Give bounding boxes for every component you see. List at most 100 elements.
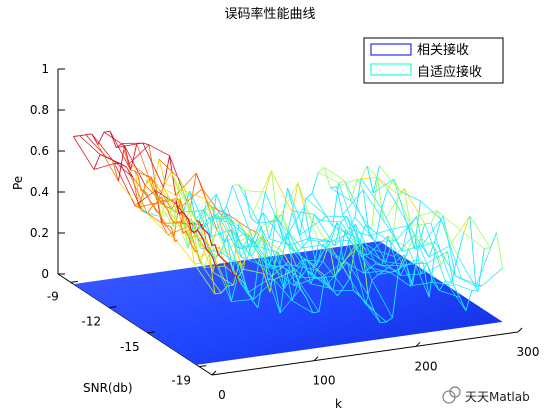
series-adaptive-segment — [318, 171, 339, 184]
series-adaptive-segment — [357, 249, 365, 274]
legend: 相关接收 自适应接收 — [363, 37, 504, 84]
series-adaptive-segment — [316, 269, 338, 296]
series-adaptive-segment — [380, 321, 387, 324]
series-adaptive-segment — [371, 229, 393, 243]
series-adaptive-segment — [295, 259, 303, 267]
series-adaptive-segment — [257, 273, 265, 308]
ticks-layer: 0 100 200 300 -19 -15 -12 -9 0 0.2 0.4 0.6 0.8 1 — [30, 62, 540, 402]
mesh-layer — [73, 130, 504, 324]
z-tick-label: 1 — [41, 62, 49, 76]
series-adaptive-segment — [218, 246, 240, 264]
series-adaptive-segment — [303, 206, 311, 238]
series-adaptive-segment — [377, 177, 399, 196]
series-adaptive-segment — [360, 165, 368, 179]
y-axis-line — [57, 273, 213, 376]
series-adaptive-segment — [434, 247, 442, 265]
series-adaptive-segment — [383, 188, 405, 222]
series-adaptive-segment — [193, 221, 215, 259]
series-adaptive-segment — [357, 176, 378, 180]
series-adaptive-segment — [293, 276, 301, 287]
series-adaptive-segment — [407, 224, 430, 258]
series-adaptive-segment — [114, 163, 136, 206]
series-adaptive-segment — [269, 216, 277, 267]
y-tick — [109, 306, 117, 309]
series-adaptive-segment — [283, 264, 291, 290]
series-adaptive-segment — [328, 241, 336, 247]
x-tick-label: 0 — [218, 388, 226, 402]
series-adaptive-segment — [277, 252, 299, 282]
series-adaptive-segment — [148, 144, 170, 157]
series-adaptive-segment — [434, 241, 456, 276]
series-adaptive-segment — [310, 237, 331, 243]
series-adaptive-segment — [238, 184, 246, 191]
series-adaptive-segment — [173, 236, 195, 265]
series-adaptive-segment — [386, 317, 393, 323]
series-adaptive-segment — [214, 243, 236, 259]
series-adaptive-segment — [313, 214, 336, 246]
series-adaptive-segment — [111, 159, 119, 182]
y-tick-label: -9 — [47, 289, 59, 303]
series-adaptive-segment — [238, 184, 260, 224]
series-adaptive-segment — [342, 240, 350, 261]
series-adaptive-segment — [316, 261, 324, 271]
z-tick-label: 0.8 — [30, 103, 49, 117]
series-adaptive-segment — [293, 278, 315, 287]
series-adaptive-segment — [477, 248, 485, 292]
series-adaptive-segment — [226, 236, 248, 294]
series-adaptive-segment — [428, 245, 450, 258]
series-adaptive-segment — [295, 252, 317, 267]
series-adaptive-segment — [322, 244, 344, 261]
series-adaptive-segment — [301, 244, 323, 249]
series-adaptive-segment — [352, 235, 360, 245]
series-adaptive-segment — [320, 215, 327, 221]
series-adaptive-segment — [400, 273, 421, 276]
series-adaptive-segment — [185, 191, 207, 200]
series-adaptive-segment — [387, 178, 395, 190]
series-adaptive-segment — [163, 187, 185, 224]
series-adaptive-segment — [138, 201, 160, 208]
series-adaptive-segment — [250, 217, 258, 224]
series-adaptive-peak — [154, 185, 199, 252]
series-adaptive-segment — [342, 189, 364, 215]
series-adaptive-segment — [248, 235, 270, 268]
series-adaptive-segment — [208, 252, 216, 295]
series-adaptive-segment — [315, 244, 323, 267]
series-adaptive-segment — [422, 215, 444, 245]
series-adaptive-segment — [220, 285, 228, 294]
series-adaptive-segment — [146, 213, 169, 235]
series-adaptive-segment — [232, 262, 240, 286]
series-adaptive-segment — [346, 262, 354, 291]
series-adaptive-segment — [267, 266, 274, 270]
series-adaptive-segment — [79, 135, 101, 155]
series-adaptive-segment — [146, 179, 154, 191]
series-adaptive-segment — [289, 264, 311, 285]
series-adaptive-segment — [201, 208, 223, 230]
series-adaptive-segment — [224, 266, 232, 302]
series-adaptive-segment — [330, 187, 352, 201]
series-adaptive-segment — [165, 183, 186, 192]
series-adaptive-segment — [451, 282, 473, 291]
series-adaptive-segment — [179, 199, 201, 264]
series-adaptive-segment — [399, 191, 421, 202]
series-adaptive-segment — [365, 224, 387, 262]
legend-entry-coherent: 相关接收 — [417, 42, 469, 58]
series-adaptive-segment — [299, 269, 307, 278]
series-adaptive-segment — [371, 279, 393, 318]
series-adaptive-segment — [177, 187, 199, 224]
series-adaptive-segment — [375, 208, 383, 242]
series-adaptive-segment — [153, 204, 175, 238]
series-adaptive-segment — [336, 178, 358, 188]
series-adaptive-peak — [175, 200, 220, 269]
series-adaptive-segment — [109, 131, 131, 171]
series-adaptive-segment — [263, 236, 285, 290]
series-adaptive-segment — [418, 223, 426, 246]
series-adaptive-segment — [338, 180, 345, 184]
z-axis-label: Pe — [11, 176, 25, 190]
series-adaptive-segment — [322, 261, 344, 289]
series-adaptive-segment — [185, 191, 193, 212]
series-adaptive-segment — [249, 228, 256, 233]
series-adaptive-segment — [420, 200, 442, 220]
series-adaptive-segment — [312, 311, 320, 314]
series-adaptive-segment — [152, 190, 174, 228]
series-adaptive-segment — [219, 218, 242, 257]
